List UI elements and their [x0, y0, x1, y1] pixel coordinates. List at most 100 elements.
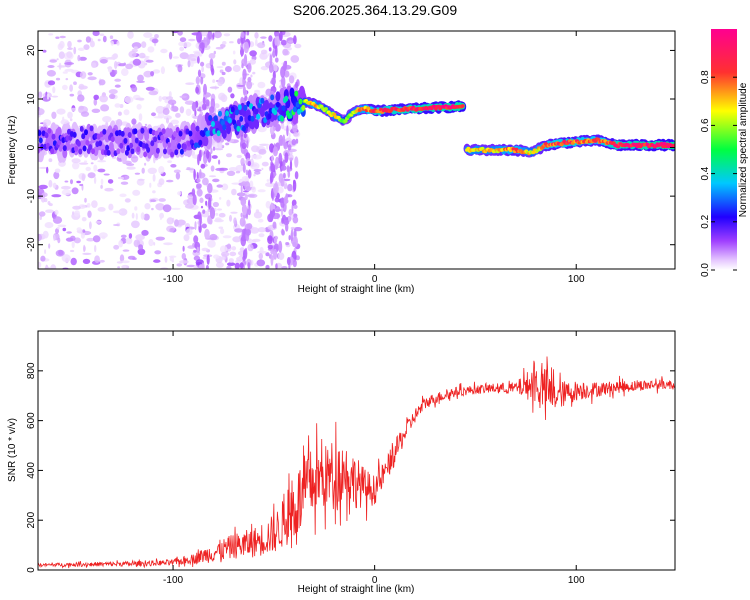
spectrogram-noise-blob: [48, 203, 53, 207]
figure-title: S206.2025.364.13.29.G09: [293, 2, 457, 18]
spectrogram-noise-blob: [85, 36, 91, 43]
spectrogram-noise-blob: [54, 209, 59, 215]
spectrogram-noise-blob: [48, 158, 53, 163]
spectrogram-noise-blob: [226, 170, 236, 176]
spectrogram-noise-blob: [239, 247, 245, 252]
spectrogram-ridge-mark: [102, 128, 107, 135]
spectrogram-ridge-mark: [254, 119, 260, 130]
spectrogram-noise-blob: [93, 94, 99, 101]
spectrogram-noise-blob: [151, 207, 154, 211]
spectrogram-noise-blob: [260, 36, 267, 39]
spectrogram-noise-blob: [70, 249, 75, 253]
spectrogram-noise-streak: [193, 169, 196, 181]
spectrogram-noise-blob: [62, 116, 65, 122]
spectrogram-noise-streak: [267, 235, 273, 245]
spectrogram-noise-streak: [288, 75, 295, 84]
spectrogram-noise-blob: [143, 32, 153, 38]
spectrogram-noise-blob: [234, 262, 240, 269]
spectrogram-noise-streak: [199, 169, 202, 178]
spectrogram-noise-streak: [242, 255, 246, 261]
spectrogram-noise-blob: [113, 244, 120, 250]
spectrogram-noise-blob: [57, 224, 67, 228]
spectrogram-noise-blob: [235, 164, 244, 172]
spectrogram-noise-blob: [260, 49, 267, 55]
spectrogram-noise-blob: [77, 94, 85, 102]
spectrogram-noise-blob: [229, 41, 234, 44]
spectrogram-noise-streak: [205, 200, 208, 206]
spectrogram-noise-blob: [81, 217, 87, 222]
spectrogram-ridge-mark: [237, 104, 242, 111]
spectrogram-noise-blob: [119, 193, 127, 198]
spectrogram-noise-streak: [244, 194, 248, 201]
spectrogram-noise-blob: [200, 76, 204, 85]
spectrogram-noise-streak: [243, 41, 249, 54]
spectrogram-noise-blob: [236, 84, 246, 87]
spectrogram-noise-blob: [97, 207, 106, 212]
spectrogram-noise-streak: [270, 249, 274, 255]
spectrogram-ridge-mark: [133, 128, 138, 135]
spectrogram-noise-streak: [280, 66, 286, 78]
spectrogram-noise-streak: [196, 178, 201, 183]
spectrogram-noise-streak: [199, 42, 205, 49]
colorbar-tick-label: 0.6: [700, 118, 711, 132]
spectrogram-noise-blob: [91, 108, 101, 114]
spectrogram-noise-streak: [270, 254, 274, 266]
spectrogram-ridge-mark: [140, 127, 145, 134]
spectrogram-ridge-mark: [182, 143, 187, 150]
spectrogram-noise-blob: [179, 260, 189, 264]
spectrogram-noise-blob: [108, 203, 114, 211]
spectrogram-noise-blob: [153, 116, 163, 119]
spectrogram-noise-blob: [132, 189, 141, 196]
spectrogram-ridge-mark: [88, 144, 93, 151]
spectrogram-noise-blob: [149, 182, 152, 188]
spectrogram-noise-blob: [290, 55, 300, 63]
spectrogram-ridge-mark: [292, 106, 297, 113]
spectrogram-noise-blob: [257, 81, 266, 89]
spectrogram-noise-blob: [90, 162, 94, 165]
spectrogram-noise-blob: [283, 178, 291, 182]
spectrogram-noise-blob: [44, 266, 50, 269]
spectrogram-noise-streak: [245, 169, 249, 176]
spectrogram-noise-blob: [54, 168, 61, 174]
spectrogram-ridge-mark: [81, 133, 86, 140]
spectrogram-noise-blob: [38, 261, 42, 268]
spectrogram-noise-streak: [294, 171, 299, 180]
spectrogram-noise-streak: [206, 149, 210, 159]
spectrogram-noise-streak: [287, 144, 292, 151]
spectrogram-noise-blob: [233, 59, 237, 65]
spectrogram-noise-blob: [62, 227, 67, 232]
spectrogram-noise-blob: [254, 39, 258, 47]
spectrogram-noise-blob: [219, 245, 228, 254]
spectrogram-noise-blob: [64, 68, 74, 72]
spectrogram-noise-blob: [69, 118, 73, 122]
spectrogram-noise-streak: [202, 96, 206, 105]
spectrogram-ridge-mark: [177, 143, 182, 150]
spectrogram-noise-blob: [108, 89, 118, 95]
spectrogram-noise-blob: [87, 172, 96, 179]
spectrogram-noise-blob: [155, 236, 165, 241]
spectrogram-ridge-mark: [146, 146, 151, 153]
spectrogram-noise-blob: [73, 81, 77, 85]
spectrogram-noise-blob: [177, 31, 183, 36]
spectrogram-noise-blob: [69, 93, 75, 97]
spectrogram-noise-blob: [126, 163, 135, 167]
spectrogram-ridge-mark: [79, 125, 84, 132]
spectrogram-ridge-mark: [78, 148, 83, 155]
spectrogram-ridge-mark: [267, 113, 272, 120]
spectrogram-noise-blob: [83, 160, 88, 163]
spectrogram-noise-blob: [225, 66, 232, 73]
spectrogram-noise-streak: [199, 213, 202, 226]
spectrogram-ridge-mark: [129, 142, 134, 149]
spectrogram-noise-streak: [205, 264, 209, 269]
spectrogram-noise-blob: [212, 79, 216, 83]
spectrogram-noise-blob: [291, 138, 297, 146]
spectrogram-ridge-mark: [270, 94, 275, 101]
spectrogram-noise-streak: [195, 76, 200, 85]
spectrogram-noise-blob: [94, 255, 100, 263]
spectrogram-noise-streak: [207, 31, 213, 40]
spectrogram-noise-blob: [59, 40, 65, 49]
spectrogram-noise-blob: [257, 227, 266, 233]
spectrogram-noise-blob: [265, 200, 271, 209]
spectrogram-noise-streak: [198, 149, 202, 162]
spectrogram-ridge-mark: [136, 146, 141, 153]
